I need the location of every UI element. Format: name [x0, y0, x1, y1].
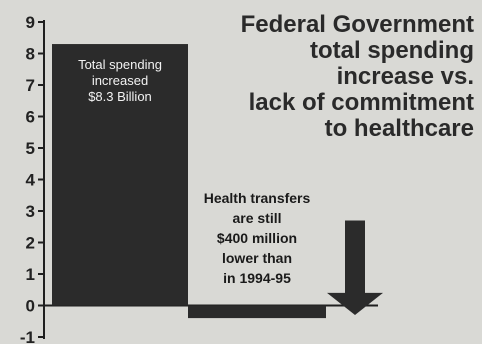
y-tick-label: 5: [26, 139, 35, 158]
annotation-line: in 1994-95: [223, 270, 291, 286]
bar-label-line: $8.3 Billion: [88, 89, 152, 104]
bar-label-line: Total spending: [78, 57, 162, 72]
y-tick-label: 4: [26, 171, 36, 190]
y-tick-label: 7: [26, 76, 35, 95]
y-tick-label: 2: [26, 234, 35, 253]
health-transfers-annotation: Health transfers are still $400 million …: [188, 188, 326, 288]
y-tick-label: -1: [20, 328, 35, 344]
y-tick-label: 6: [26, 108, 35, 127]
annotation-line: $400 million: [216, 230, 298, 246]
y-tick-label: 9: [26, 13, 35, 32]
title-line: Federal Government: [240, 11, 474, 38]
title-line: lack of commitment: [248, 89, 474, 116]
total-spending-label: Total spending increased $8.3 Billion: [56, 57, 184, 105]
y-tick-label: 3: [26, 202, 35, 221]
down-arrow-icon: [327, 220, 383, 315]
chart-title: Federal Government total spending increa…: [214, 12, 474, 142]
health-transfers-bar: [188, 305, 326, 319]
annotation-line: lower than: [221, 250, 292, 266]
title-line: to healthcare: [324, 115, 474, 142]
y-tick-label: 0: [26, 297, 35, 316]
annotation-line: Health transfers: [203, 190, 311, 206]
y-tick-label: 1: [26, 265, 35, 284]
total-spending-bar: [52, 44, 188, 306]
y-tick-label: 8: [26, 45, 35, 64]
bar-label-line: increased: [91, 73, 149, 88]
annotation-line: are still: [232, 210, 282, 226]
title-line: total spending: [310, 37, 474, 64]
title-line: increase vs.: [336, 63, 474, 90]
